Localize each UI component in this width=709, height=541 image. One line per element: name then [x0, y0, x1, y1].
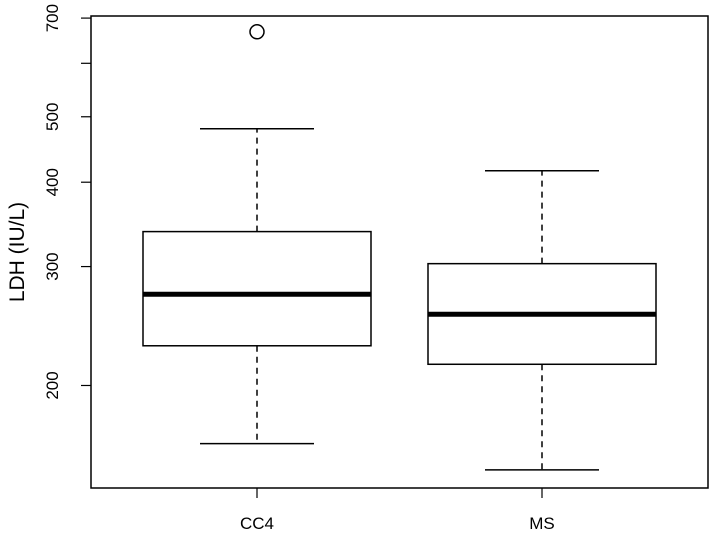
y-tick-label: 300	[43, 252, 62, 280]
plot-frame	[90, 15, 709, 489]
y-tick-label: 500	[43, 103, 62, 131]
y-tick-label: 400	[43, 168, 62, 196]
y-axis-label: LDH (IU/L)	[6, 202, 29, 302]
box	[142, 230, 372, 347]
y-tick-label: 200	[43, 371, 62, 399]
x-tick-label: CC4	[240, 514, 274, 533]
y-tick-label: 700	[43, 4, 62, 32]
outlier	[249, 24, 265, 40]
x-tick-label: MS	[529, 514, 555, 533]
